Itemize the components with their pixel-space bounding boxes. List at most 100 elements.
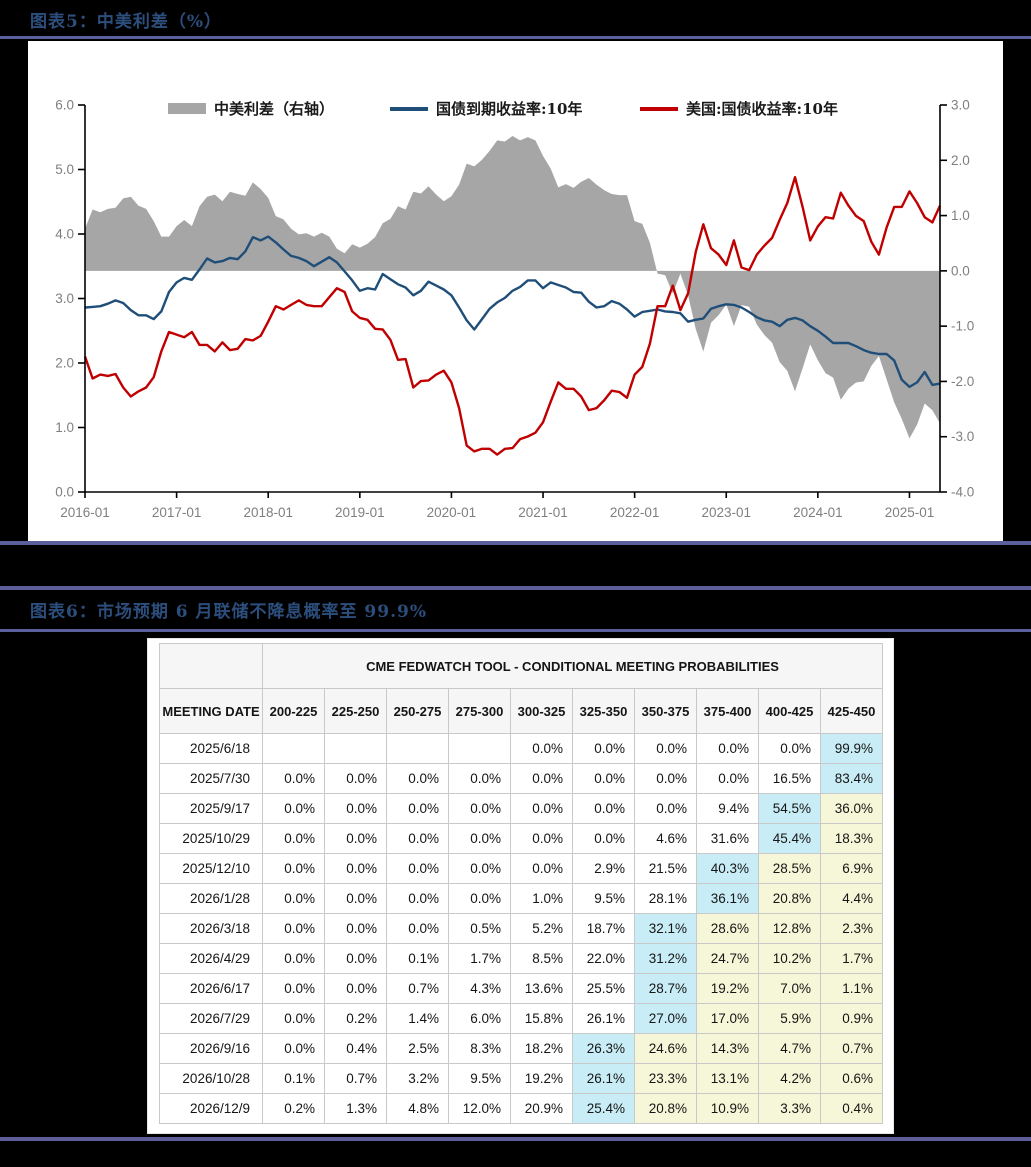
- probability-cell: 0.0%: [324, 973, 387, 1004]
- probability-cell: 13.6%: [510, 973, 573, 1004]
- meeting-date-cell: 2025/12/10: [159, 853, 263, 884]
- left-axis-tick-label: 0.0: [55, 485, 74, 500]
- probability-cell: 27.0%: [634, 1003, 697, 1034]
- rate-range-header: 275-300: [448, 688, 511, 734]
- x-axis-tick-label: 2022-01: [610, 505, 660, 520]
- probability-cell: 0.4%: [324, 1033, 387, 1064]
- probability-cell: 0.0%: [262, 763, 325, 794]
- probability-cell: 1.4%: [386, 1003, 449, 1034]
- probability-cell: 28.1%: [634, 883, 697, 914]
- table-row: 2026/12/9 0.2% 1.3% 4.8% 12.0% 20.9% 25.4% 20.8…: [159, 1093, 883, 1124]
- probability-cell: 0.0%: [386, 823, 449, 854]
- probability-cell: [262, 733, 325, 764]
- table-row: 2025/10/29 0.0% 0.0% 0.0% 0.0% 0.0% 0.0% 4.6% 31…: [159, 823, 883, 854]
- x-axis-tick-label: 2018-01: [243, 505, 293, 520]
- probability-cell: 40.3%: [696, 853, 759, 884]
- probability-cell: 26.1%: [572, 1063, 635, 1094]
- left-axis-tick-label: 6.0: [55, 98, 74, 113]
- probability-cell: 25.5%: [572, 973, 635, 1004]
- left-axis-tick-label: 1.0: [55, 420, 74, 435]
- legend-item-cn-yield: 国债到期收益率:10年: [390, 98, 582, 119]
- probability-cell: 83.4%: [820, 763, 883, 794]
- probability-cell: 0.0%: [510, 793, 573, 824]
- probability-cell: 4.7%: [758, 1033, 821, 1064]
- probability-cell: 10.2%: [758, 943, 821, 974]
- x-axis-tick-label: 2016-01: [60, 505, 110, 520]
- probability-cell: 0.0%: [262, 943, 325, 974]
- x-axis-tick-label: 2019-01: [335, 505, 385, 520]
- probability-cell: 19.2%: [510, 1063, 573, 1094]
- meeting-date-cell: 2026/7/29: [159, 1003, 263, 1034]
- probability-cell: 0.0%: [634, 733, 697, 764]
- probability-cell: 9.5%: [448, 1063, 511, 1094]
- probability-cell: 0.0%: [324, 913, 387, 944]
- separator-line: [0, 586, 1031, 590]
- probability-cell: 14.3%: [696, 1033, 759, 1064]
- meeting-date-cell: 2025/9/17: [159, 793, 263, 824]
- rate-range-header: 200-225: [262, 688, 325, 734]
- probability-cell: 32.1%: [634, 913, 697, 944]
- rate-range-header: 325-350: [572, 688, 635, 734]
- probability-cell: 4.3%: [448, 973, 511, 1004]
- probability-cell: 18.3%: [820, 823, 883, 854]
- table-title-cell: CME FEDWATCH TOOL - CONDITIONAL MEETING …: [262, 643, 883, 689]
- probability-cell: 0.0%: [324, 793, 387, 824]
- probability-cell: 3.2%: [386, 1063, 449, 1094]
- probability-cell: 0.0%: [510, 823, 573, 854]
- table-row: 2025/12/10 0.0% 0.0% 0.0% 0.0% 0.0% 2.9% 21.5% 4…: [159, 853, 883, 884]
- separator-line: [0, 1137, 1031, 1141]
- table-row: 2026/3/18 0.0% 0.0% 0.0% 0.5% 5.2% 18.7% 32.1% 2…: [159, 913, 883, 944]
- us-yield-line-series: [83, 175, 942, 456]
- meeting-date-cell: 2026/1/28: [159, 883, 263, 914]
- spread-chart-card: 中美利差（右轴） 国债到期收益率:10年 美国:国债收益率:10年 0.0 1.0…: [28, 41, 1003, 541]
- legend-item-spread: 中美利差（右轴）: [168, 98, 334, 119]
- separator-line: [0, 541, 1031, 545]
- probability-cell: 0.0%: [572, 733, 635, 764]
- probability-cell: 24.7%: [696, 943, 759, 974]
- left-axis-tick-label: 2.0: [55, 356, 74, 371]
- right-axis-tick-label: 3.0: [951, 98, 970, 113]
- rate-range-header: 400-425: [758, 688, 821, 734]
- probability-cell: 0.0%: [510, 763, 573, 794]
- probability-cell: 13.1%: [696, 1063, 759, 1094]
- probability-cell: 4.6%: [634, 823, 697, 854]
- table-row: 2025/7/30 0.0% 0.0% 0.0% 0.0% 0.0% 0.0% 0.0% 0.0…: [159, 763, 883, 794]
- probability-cell: 31.2%: [634, 943, 697, 974]
- probability-cell: 2.5%: [386, 1033, 449, 1064]
- probability-cell: 1.0%: [510, 883, 573, 914]
- rate-range-header: 250-275: [386, 688, 449, 734]
- right-axis-tick-label: -2.0: [951, 374, 974, 389]
- probability-cell: 17.0%: [696, 1003, 759, 1034]
- table-row: 2026/7/29 0.0% 0.2% 1.4% 6.0% 15.8% 26.1% 27.0%…: [159, 1003, 883, 1034]
- right-axis-tick-label: 1.0: [951, 208, 970, 223]
- cn-yield-line-swatch: [390, 106, 428, 111]
- meeting-date-cell: 2026/10/28: [159, 1063, 263, 1094]
- probability-cell: 0.5%: [448, 913, 511, 944]
- probability-cell: 18.7%: [572, 913, 635, 944]
- right-axis-tick-label: -3.0: [951, 429, 974, 444]
- probability-cell: 1.7%: [820, 943, 883, 974]
- probability-cell: 0.0%: [262, 973, 325, 1004]
- fedwatch-table: CME FEDWATCH TOOL - CONDITIONAL MEETING …: [159, 643, 883, 1124]
- table-row: 2025/9/17 0.0% 0.0% 0.0% 0.0% 0.0% 0.0% 0.0% 9.4…: [159, 793, 883, 824]
- probability-cell: 5.9%: [758, 1003, 821, 1034]
- probability-cell: 25.4%: [572, 1093, 635, 1124]
- separator-line: [0, 36, 1031, 39]
- probability-cell: 24.6%: [634, 1033, 697, 1064]
- probability-cell: [386, 733, 449, 764]
- table-row: 2026/9/16 0.0% 0.4% 2.5% 8.3% 18.2% 26.3% 24.6%…: [159, 1033, 883, 1064]
- meeting-date-cell: 2025/6/18: [159, 733, 263, 764]
- probability-cell: 2.9%: [572, 853, 635, 884]
- probability-cell: [324, 733, 387, 764]
- right-axis-tick-label: -1.0: [951, 319, 974, 334]
- probability-cell: 0.0%: [634, 793, 697, 824]
- rate-range-header: 425-450: [820, 688, 883, 734]
- figure5-title: 图表5：中美利差（%）: [30, 12, 222, 32]
- probability-cell: 0.0%: [448, 793, 511, 824]
- meeting-date-cell: 2025/7/30: [159, 763, 263, 794]
- probability-cell: 7.0%: [758, 973, 821, 1004]
- spread-area-swatch: [168, 103, 206, 114]
- rate-range-header: 300-325: [510, 688, 573, 734]
- probability-cell: 15.8%: [510, 1003, 573, 1034]
- probability-cell: 0.1%: [262, 1063, 325, 1094]
